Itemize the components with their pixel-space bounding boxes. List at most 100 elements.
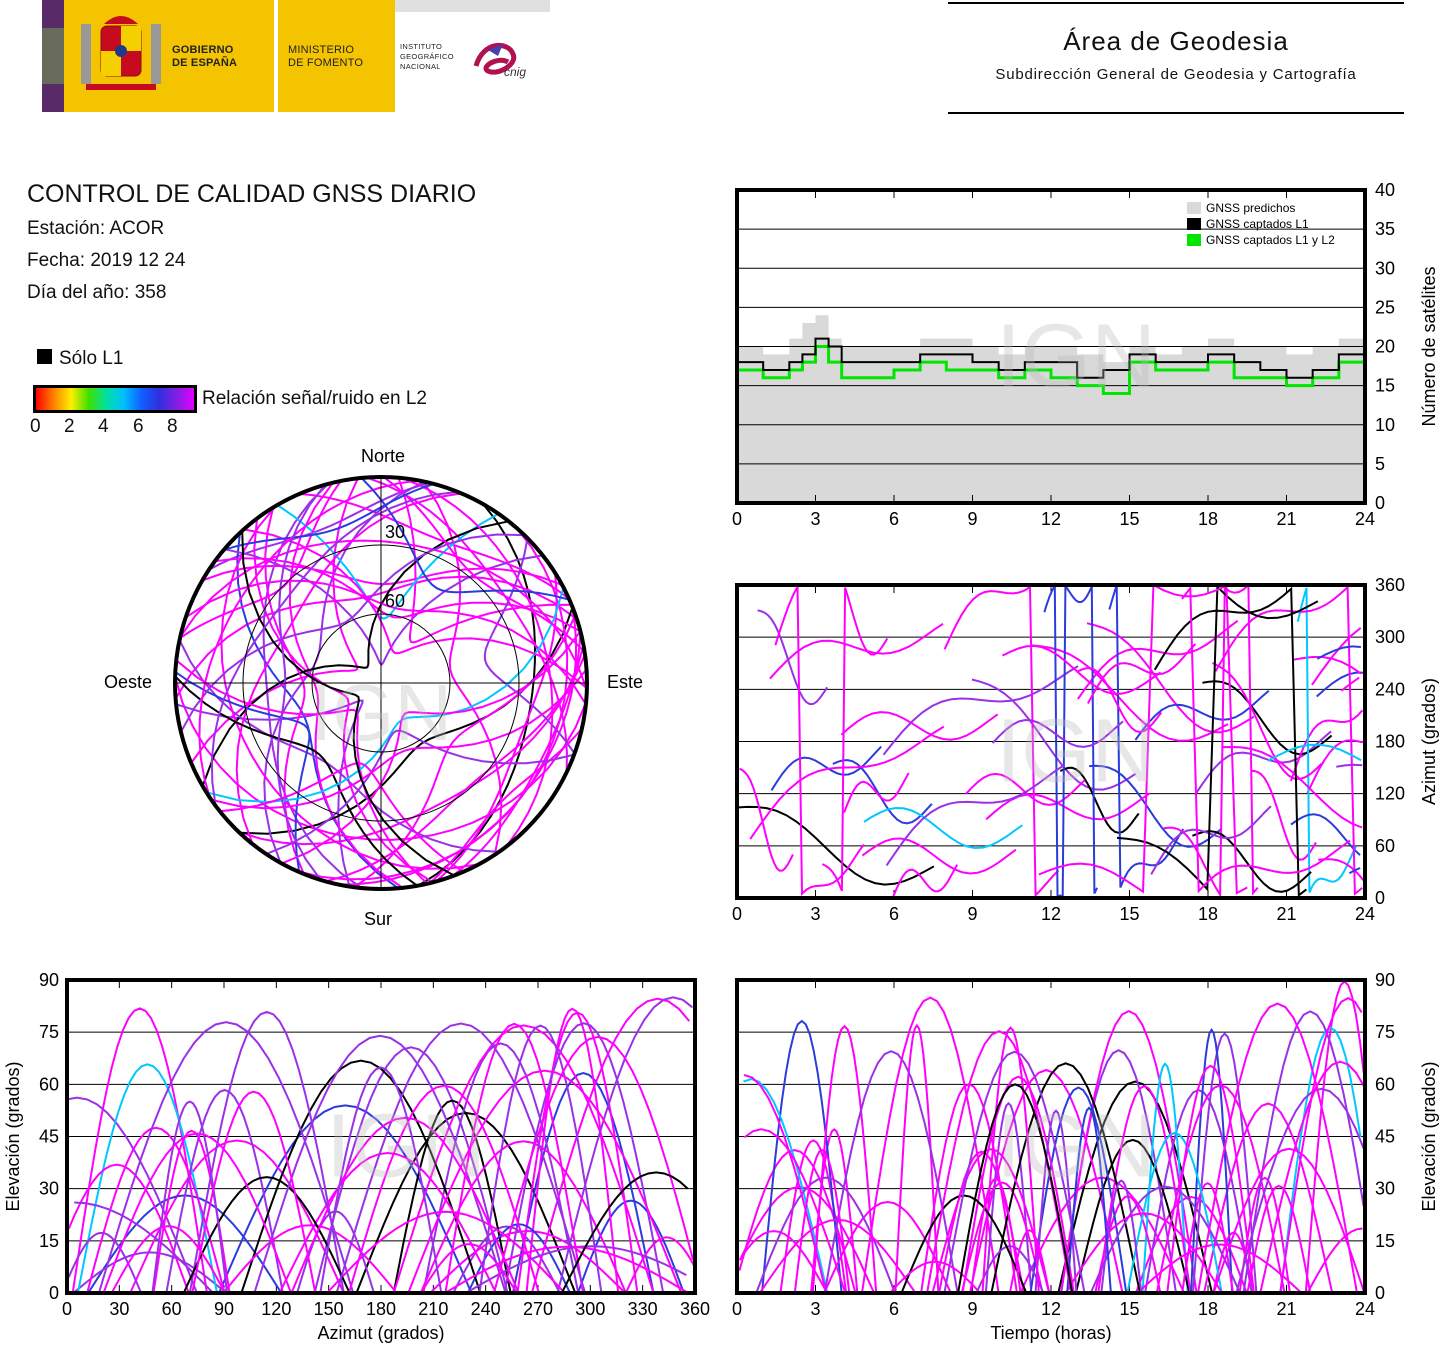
elevation-time-track <box>1100 1179 1143 1294</box>
legend-swatch <box>1187 202 1201 214</box>
x-tick-label: 24 <box>1355 509 1375 529</box>
x-tick-label: 6 <box>889 904 899 924</box>
x-axis-label: Azimut (grados) <box>317 1323 444 1343</box>
watermark: IGN <box>996 307 1156 407</box>
elevation-azimuth-track <box>444 1245 689 1294</box>
x-tick-label: 12 <box>1041 1299 1061 1319</box>
sky-track <box>360 477 570 601</box>
elevation-time-track <box>823 1050 959 1294</box>
azimuth-track <box>943 585 1060 898</box>
elevation-time-track <box>943 1050 1086 1294</box>
north-label: Norte <box>361 446 405 466</box>
azimuth-track <box>1181 585 1351 894</box>
elevation-time-track <box>1242 1010 1365 1294</box>
sky-track <box>418 503 537 887</box>
elevation-time-track <box>1279 996 1363 1294</box>
plot-border <box>735 188 1367 505</box>
azimuth-track <box>1038 583 1248 895</box>
elevation-time-track <box>1136 1243 1303 1294</box>
azimuth-track <box>1290 813 1361 856</box>
sky-track <box>288 482 404 889</box>
sky-track <box>220 505 479 870</box>
y-axis-label: Número de satélites <box>1419 266 1439 426</box>
x-tick-label: 12 <box>1041 904 1061 924</box>
ign-top-bar <box>395 0 550 12</box>
azimuth-track <box>832 759 933 825</box>
sky-track <box>243 528 587 689</box>
skyplot-tracks <box>175 477 587 889</box>
elevation-azimuth-track <box>422 1042 580 1294</box>
plot-border <box>735 978 1367 1295</box>
elevation-azimuth-track <box>67 1163 190 1294</box>
elevation-azimuth-track <box>253 1034 507 1294</box>
elevation-time-track <box>931 1148 1051 1294</box>
area-subtitle: Subdirección General de Geodesia y Carto… <box>995 66 1357 83</box>
x-axis-label: Tiempo (horas) <box>990 1323 1111 1343</box>
elevation-time-track <box>1034 1109 1078 1294</box>
elevation-time-track <box>1089 1185 1241 1294</box>
elevation-azimuth-track <box>319 1066 443 1294</box>
x-tick-label: 3 <box>810 509 820 529</box>
azimuth-track <box>1087 643 1197 704</box>
elevation-time-track <box>1212 1147 1366 1294</box>
y-tick-label: 75 <box>1375 1022 1395 1042</box>
y-tick-label: 75 <box>39 1022 59 1042</box>
elevation-time-track <box>969 1177 1022 1294</box>
sky-track <box>281 630 582 865</box>
azimuth-track <box>749 725 945 840</box>
elevation-azimuth-track <box>110 1225 227 1294</box>
skyplot-chart: 30 60 Norte Sur Este Oeste IGN <box>104 446 643 929</box>
y-tick-label: 90 <box>1375 970 1395 990</box>
azimuth-track <box>1192 830 1312 893</box>
snr-legend-label: Relación señal/ruido en L2 <box>202 388 427 409</box>
azimuth-track <box>821 587 889 892</box>
x-tick-label: 0 <box>732 904 742 924</box>
area-header-box: Área de Geodesia Subdirección General de… <box>948 2 1404 114</box>
legend-label: GNSS captados L1 y L2 <box>1206 233 1335 247</box>
elevation-time-track <box>1155 1084 1286 1294</box>
elevation-azimuth-track <box>97 1021 355 1294</box>
elevation-azimuth-track <box>348 1084 540 1294</box>
elevation-time-track <box>1064 1212 1223 1294</box>
azimuth-track <box>1077 619 1239 700</box>
elevation-azimuth-track <box>71 1007 208 1294</box>
azimuth-track <box>1348 867 1361 875</box>
elevation-azimuth-track <box>182 1176 351 1294</box>
flag-overlay <box>42 0 64 112</box>
elevation-time-track <box>990 1062 1141 1294</box>
x-tick-label: 120 <box>261 1299 291 1319</box>
elevation-azimuth-track <box>407 1069 683 1294</box>
coat-of-arms-icon <box>81 16 161 90</box>
ign-line3: NACIONAL <box>400 62 441 71</box>
sky-track <box>325 653 586 883</box>
azimuth-track <box>1134 689 1270 741</box>
y-tick-label: 60 <box>1375 1074 1395 1094</box>
elevation-azimuth-track <box>66 1096 198 1294</box>
elevation-azimuth-track <box>67 1231 143 1294</box>
azimuth-track <box>769 622 944 680</box>
azimuth-track <box>1267 743 1362 762</box>
y-tick-label: 360 <box>1375 575 1405 595</box>
ign-line1: INSTITUTO <box>400 42 443 51</box>
x-tick-label: 3 <box>810 904 820 924</box>
azimuth-track <box>861 837 1017 875</box>
elevation-time-track <box>743 1128 847 1294</box>
elevation-time-track <box>1029 1086 1128 1294</box>
doy-label: Día del año: 358 <box>27 282 167 303</box>
snr-tick-0: 0 <box>30 416 41 437</box>
sky-track <box>211 668 587 810</box>
elevation-azimuth-track <box>191 1090 317 1294</box>
x-tick-label: 12 <box>1041 509 1061 529</box>
x-tick-label: 240 <box>471 1299 501 1319</box>
azimuth-track <box>971 678 1137 791</box>
report-title: CONTROL DE CALIDAD GNSS DIARIO <box>27 180 477 208</box>
elevation-time-track <box>1304 980 1365 1294</box>
ign-line2: GEOGRÁFICO <box>400 52 454 61</box>
y-tick-label: 300 <box>1375 627 1405 647</box>
elevation-azimuth-track <box>392 1024 655 1294</box>
elevation-azimuth-track <box>478 1024 603 1294</box>
west-label: Oeste <box>104 672 152 692</box>
azimuth-track <box>885 764 1065 866</box>
azimuth-track <box>1340 676 1360 692</box>
azimuth-track <box>843 772 910 813</box>
